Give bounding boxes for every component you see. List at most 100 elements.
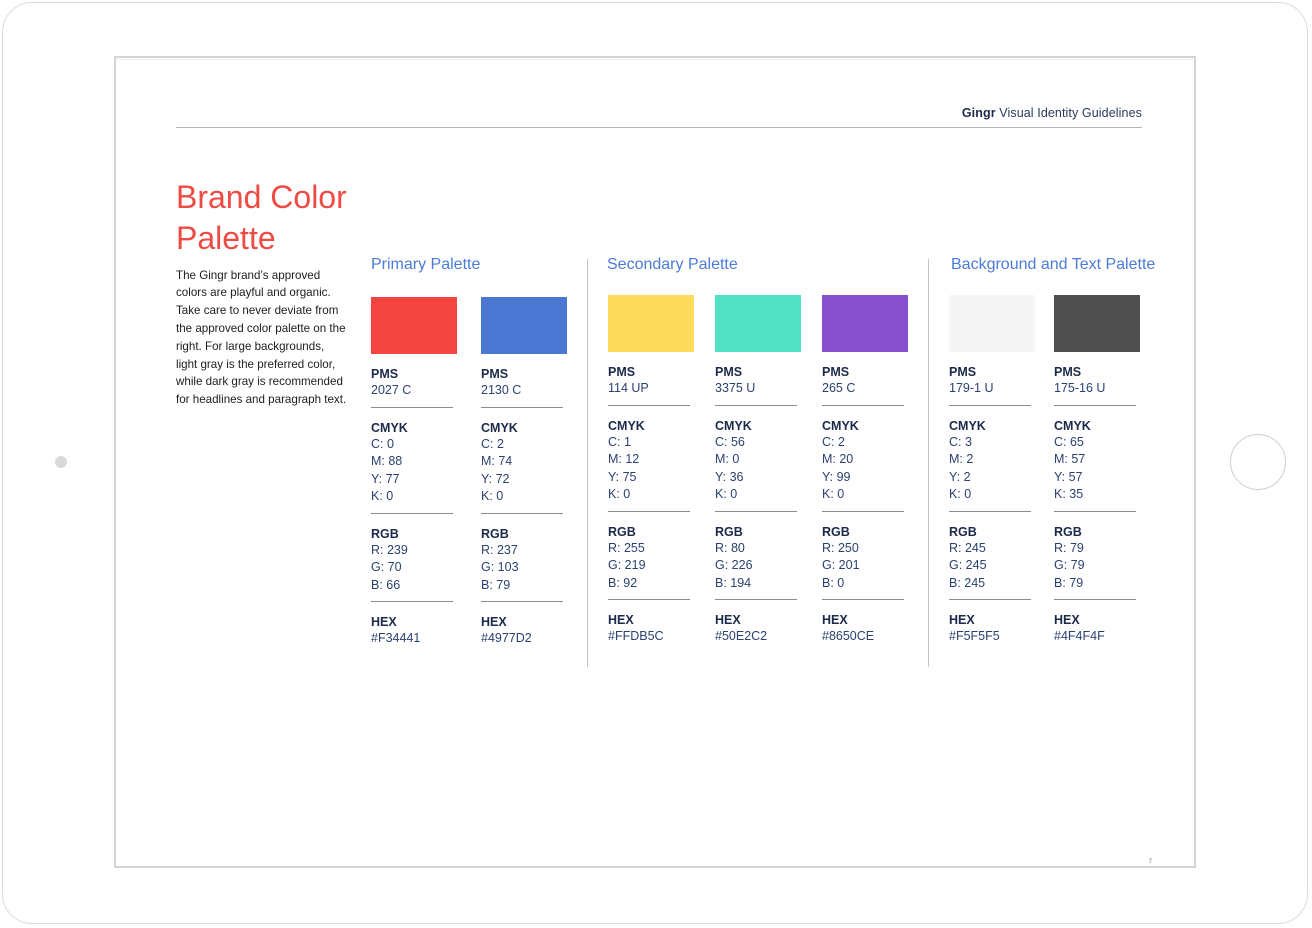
cmyk-value: K: 0 <box>715 487 738 501</box>
cmyk-value: C: 1 <box>608 434 631 449</box>
cmyk-label: CMYK <box>1054 418 1091 433</box>
spec-divider <box>371 406 453 408</box>
color-spec-column: PMS 2130 C CMYK C: 2 M: 74 Y: 72 K: 0 RGB R: 237… <box>481 297 571 648</box>
rgb-value: G: 219 <box>608 558 646 572</box>
pms-label: PMS <box>822 365 850 379</box>
pms-label: PMS <box>1054 365 1082 379</box>
pms-value: 179-1 U <box>949 381 994 395</box>
cmyk-value: M: 2 <box>949 452 974 466</box>
pms-value: 114 UP <box>608 381 649 395</box>
cmyk-value: K: 0 <box>949 487 972 501</box>
palette-divider <box>587 259 588 667</box>
spec-divider <box>481 601 563 602</box>
rgb-value: B: 245 <box>949 575 986 590</box>
spec-divider <box>822 404 904 406</box>
cmyk-value: Y: 99 <box>822 469 851 484</box>
rgb-value: R: 239 <box>371 542 408 557</box>
page-number: 7 <box>1148 859 1152 865</box>
hex-value: #F34441 <box>371 631 421 645</box>
cmyk-value: C: 2 <box>481 436 504 451</box>
cmyk-value: M: 74 <box>481 454 513 468</box>
cmyk-label: CMYK <box>371 420 408 435</box>
hex-label: HEX <box>481 615 507 629</box>
spec-divider <box>608 599 690 600</box>
color-swatch <box>1054 295 1140 352</box>
cmyk-value: K: 35 <box>1054 487 1084 501</box>
rgb-value: B: 79 <box>1054 575 1084 590</box>
spec-divider <box>481 406 563 408</box>
rgb-value: R: 80 <box>715 540 745 555</box>
cmyk-label: CMYK <box>481 420 518 435</box>
pms-label: PMS <box>481 367 509 381</box>
pms-label: PMS <box>715 365 743 379</box>
hex-label: HEX <box>822 613 848 627</box>
intro-paragraph: The Gingr brand’s approved colors are pl… <box>176 268 347 407</box>
color-spec-column: PMS 3375 U CMYK C: 56 M: 0 Y: 36 K: 0 RGB R: 80 G… <box>715 295 805 646</box>
hex-label: HEX <box>1054 613 1080 627</box>
color-swatch <box>371 297 457 354</box>
hex-value: #4977D2 <box>481 631 532 645</box>
hex-value: #FFDB5C <box>608 629 664 643</box>
palette-divider <box>928 259 929 667</box>
rgb-label: RGB <box>822 524 850 539</box>
spec-divider <box>608 404 690 406</box>
document-header: Gingr Visual Identity Guidelines <box>962 106 1142 120</box>
header-brand: Gingr <box>961 106 996 120</box>
cmyk-value: M: 20 <box>822 452 854 466</box>
rgb-label: RGB <box>481 526 509 541</box>
rgb-label: RGB <box>949 524 977 539</box>
palette-group-title: Primary Palette <box>371 256 481 273</box>
pms-value: 2130 C <box>481 383 522 397</box>
hex-value: #F5F5F5 <box>949 629 1000 643</box>
rgb-value: G: 226 <box>715 558 753 572</box>
home-button[interactable] <box>1230 434 1286 490</box>
header-doc-title: Visual Identity Guidelines <box>999 106 1142 120</box>
spec-divider <box>822 599 904 600</box>
palette-group-title: Secondary Palette <box>607 256 738 273</box>
cmyk-value: M: 12 <box>608 452 640 466</box>
rgb-value: R: 250 <box>822 540 859 555</box>
pms-value: 2027 C <box>371 383 412 397</box>
cmyk-value: Y: 72 <box>481 471 510 486</box>
rgb-label: RGB <box>371 526 399 541</box>
cmyk-value: M: 57 <box>1054 452 1086 466</box>
spec-divider <box>481 512 563 514</box>
cmyk-value: M: 88 <box>371 454 403 468</box>
cmyk-value: C: 65 <box>1054 434 1084 449</box>
hex-label: HEX <box>715 613 741 627</box>
rgb-value: B: 92 <box>608 575 638 590</box>
hex-value: #50E2C2 <box>715 629 768 643</box>
rgb-value: G: 103 <box>481 560 519 574</box>
page-title: Brand Color Palette <box>176 179 347 257</box>
rgb-value: R: 255 <box>608 540 645 555</box>
pms-value: 175-16 U <box>1054 381 1106 395</box>
palette-group-title: Background and Text Palette <box>951 256 1156 273</box>
cmyk-value: Y: 57 <box>1054 469 1083 484</box>
rgb-value: B: 194 <box>715 575 752 590</box>
rgb-value: G: 79 <box>1054 558 1085 572</box>
rgb-value: R: 237 <box>481 542 518 557</box>
document-page: Gingr Visual Identity Guidelines Brand C… <box>114 56 1196 868</box>
cmyk-value: Y: 36 <box>715 469 744 484</box>
spec-divider <box>1054 404 1136 406</box>
cmyk-value: M: 0 <box>715 452 740 466</box>
color-swatch <box>949 295 1035 352</box>
front-camera <box>55 456 67 468</box>
rgb-value: R: 79 <box>1054 540 1084 555</box>
cmyk-label: CMYK <box>822 418 859 433</box>
pms-value: 3375 U <box>715 381 756 395</box>
color-swatch <box>608 295 694 352</box>
hex-label: HEX <box>608 613 634 627</box>
rgb-value: B: 0 <box>822 575 845 590</box>
color-spec-column: PMS 175-16 U CMYK C: 65 M: 57 Y: 57 K: 35 RGB R:… <box>1054 295 1144 646</box>
spec-divider <box>949 510 1031 512</box>
spec-divider <box>715 510 797 512</box>
spec-divider <box>715 599 797 600</box>
spec-divider <box>949 404 1031 406</box>
cmyk-label: CMYK <box>608 418 645 433</box>
hex-value: #4F4F4F <box>1054 629 1105 643</box>
spec-divider <box>1054 510 1136 512</box>
cmyk-value: Y: 2 <box>949 469 971 484</box>
spec-divider <box>371 601 453 602</box>
spec-divider <box>822 510 904 512</box>
